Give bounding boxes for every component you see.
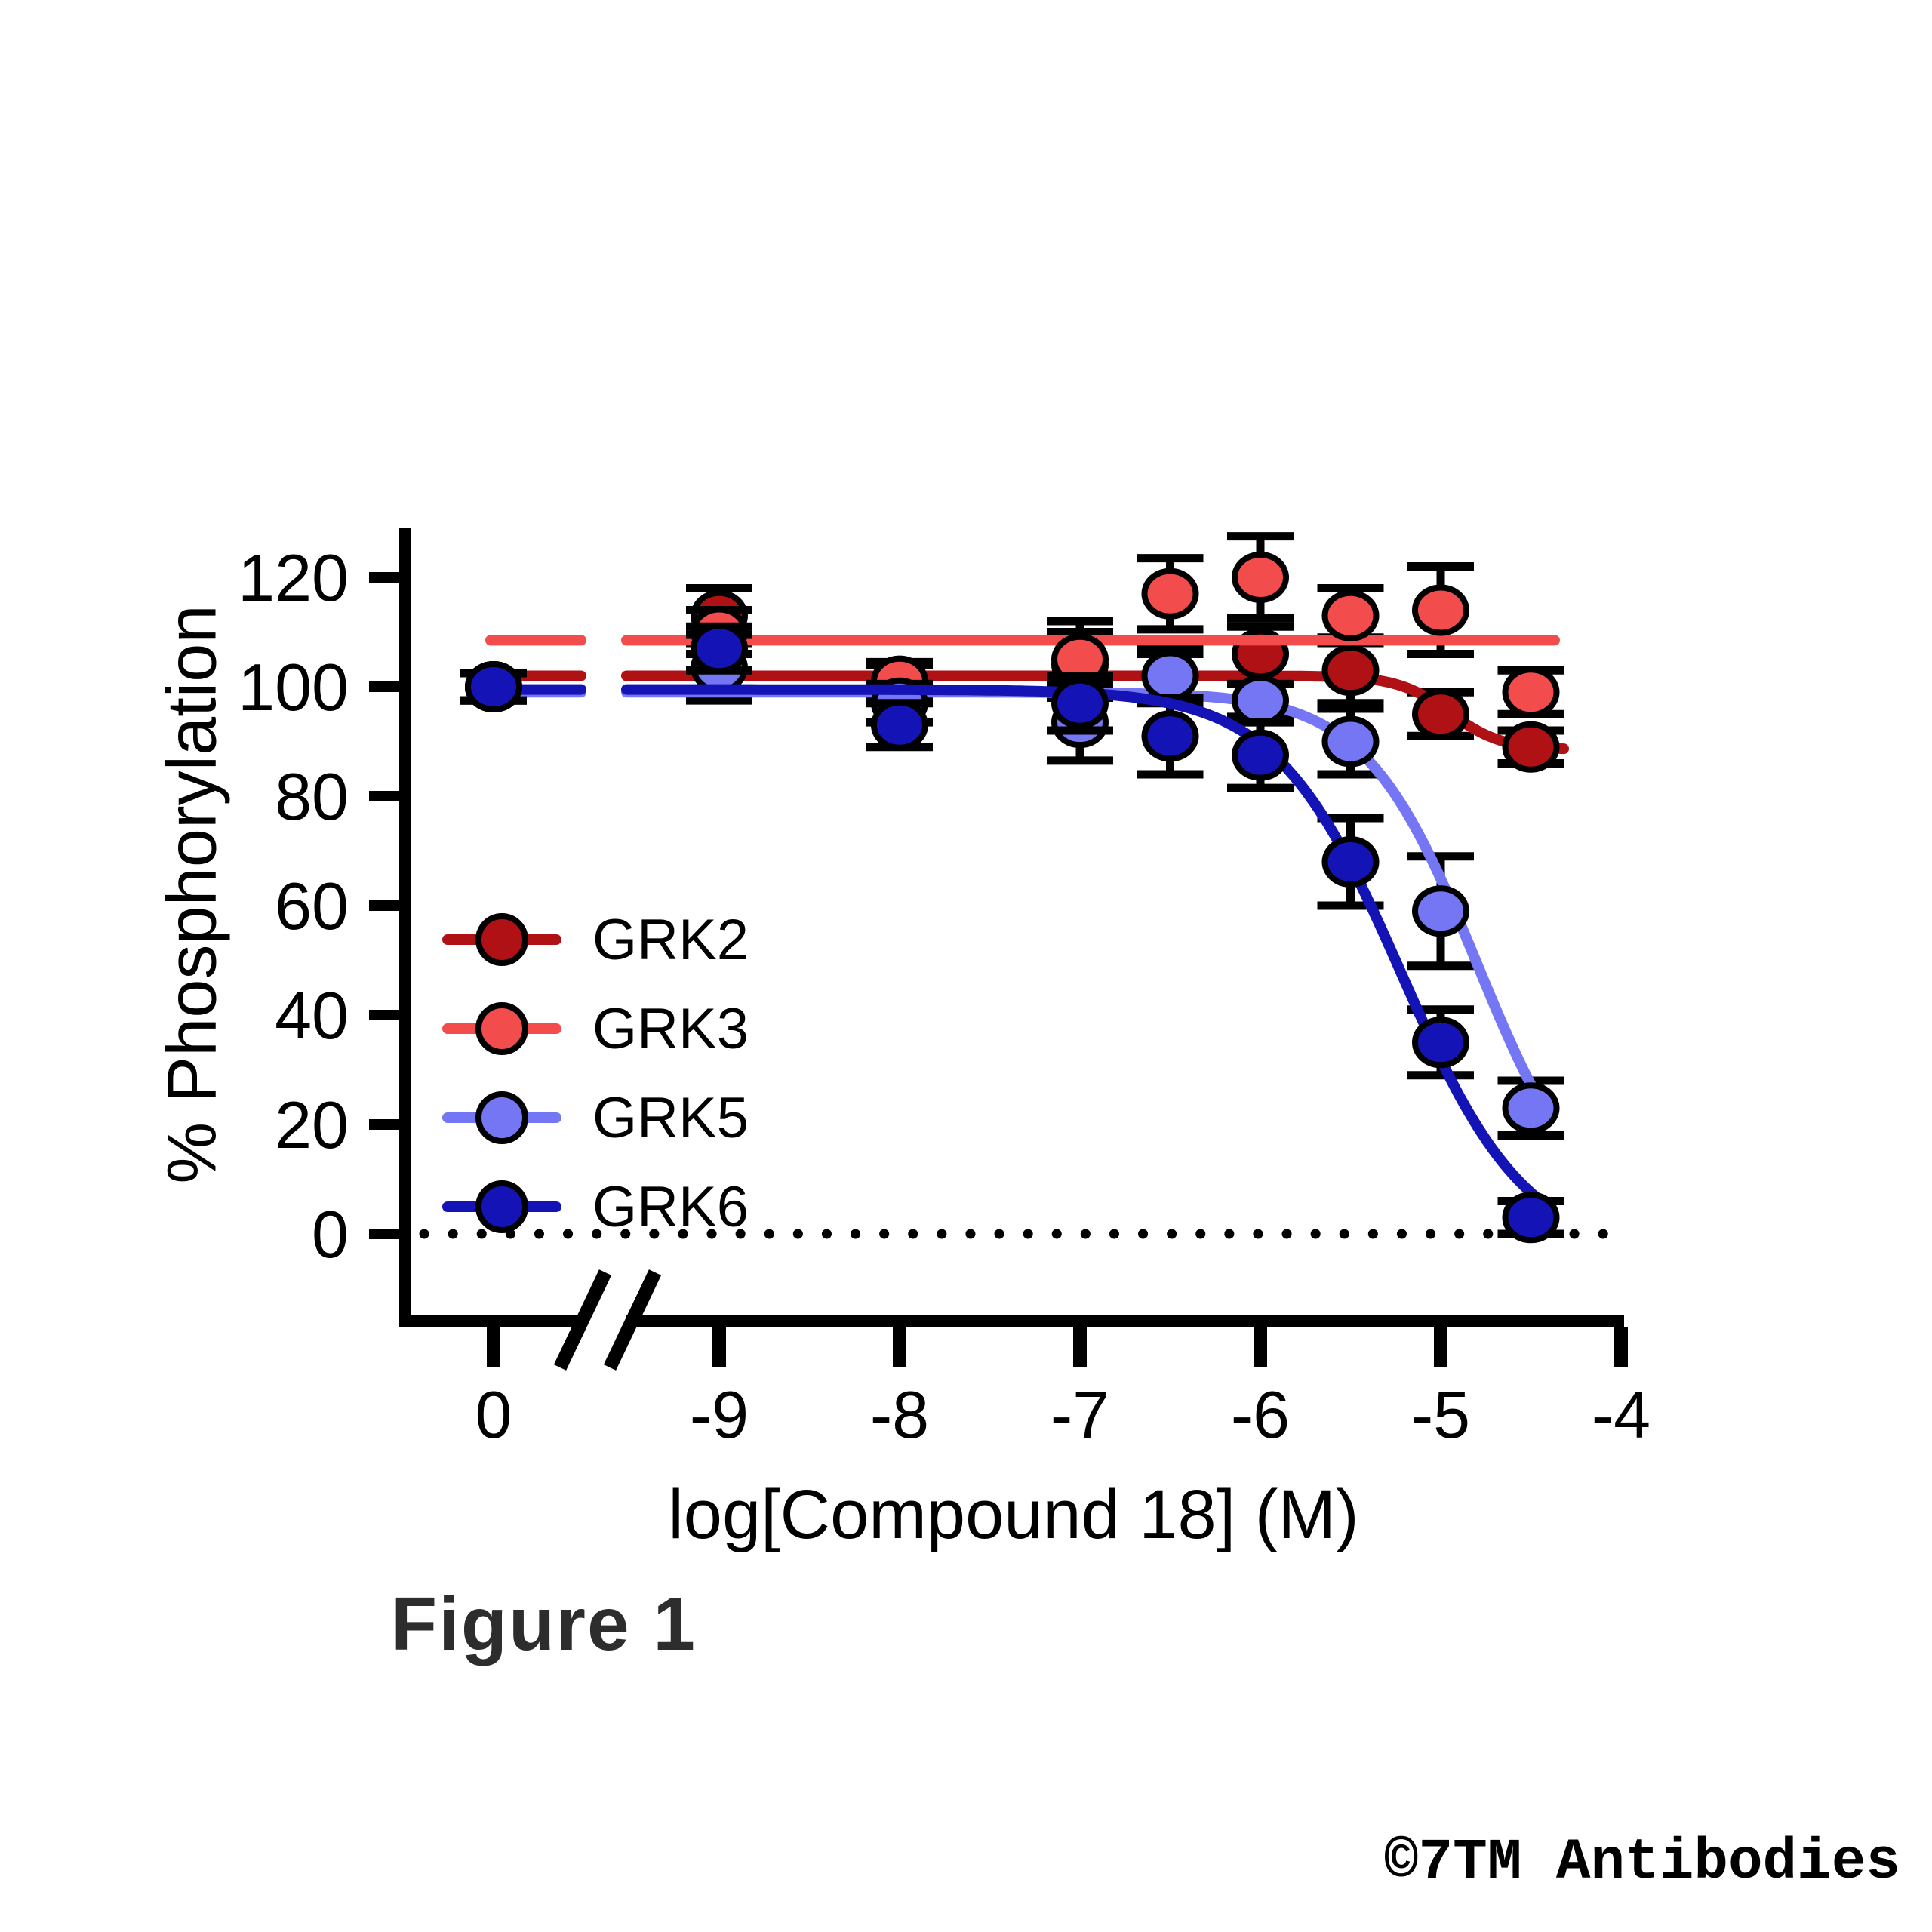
data-point-GRK5 xyxy=(1502,1082,1560,1134)
legend-marker-grk6-icon xyxy=(442,1180,561,1233)
data-point-GRK3 xyxy=(1232,552,1289,603)
y-tick-label: 60 xyxy=(275,869,349,943)
data-point-GRK2 xyxy=(1321,645,1380,697)
y-tick-label: 20 xyxy=(275,1088,349,1162)
y-tick-label: 120 xyxy=(238,540,349,615)
x-tick-label: 0 xyxy=(475,1377,512,1452)
data-point-GRK3 xyxy=(1412,584,1469,636)
data-point-GRK5 xyxy=(1141,650,1199,702)
data-point-GRK6 xyxy=(1502,1192,1560,1244)
y-tick-label: 80 xyxy=(275,759,349,834)
series-GRK6 xyxy=(460,622,1564,1244)
figure-caption: Figure 1 xyxy=(391,1582,697,1666)
y-axis-title: % Phosphorylation xyxy=(153,605,231,1184)
legend-item-grk6: GRK6 xyxy=(441,1169,749,1244)
data-point-GRK6 xyxy=(1232,729,1289,781)
x-tick-label: -4 xyxy=(1592,1377,1651,1452)
data-point-GRK5 xyxy=(1232,675,1289,727)
legend-item-grk5: GRK5 xyxy=(441,1080,749,1155)
data-point-GRK6 xyxy=(465,661,522,712)
legend-label-grk3: GRK3 xyxy=(592,996,749,1061)
axis-break-slash-icon xyxy=(553,1269,612,1371)
data-point-GRK6 xyxy=(1412,1017,1469,1069)
watermark-text: ©7TM Antibodies xyxy=(1383,1830,1900,1895)
axis-break-slash-icon xyxy=(603,1269,662,1371)
data-point-GRK2 xyxy=(1502,721,1560,773)
legend-marker-grk5-icon xyxy=(442,1091,561,1144)
legend-label-grk5: GRK5 xyxy=(592,1085,749,1150)
legend-item-grk2: GRK2 xyxy=(441,902,749,977)
data-point-GRK5 xyxy=(1321,715,1380,768)
data-point-GRK3 xyxy=(1321,589,1380,641)
x-tick-label: -6 xyxy=(1231,1377,1290,1452)
fit-curve-GRK6 xyxy=(621,684,1546,1207)
y-tick-label: 0 xyxy=(312,1197,349,1272)
data-point-GRK6 xyxy=(1141,710,1199,762)
x-axis-title: log[Compound 18] (M) xyxy=(668,1476,1359,1553)
y-tick-label: 100 xyxy=(238,650,349,724)
data-point-GRK3 xyxy=(1502,666,1560,718)
series-GRK2 xyxy=(460,584,1569,773)
legend-marker-grk2-icon xyxy=(442,913,561,966)
data-point-GRK6 xyxy=(1321,836,1380,888)
x-tick-label: -8 xyxy=(870,1377,929,1452)
data-point-GRK5 xyxy=(1412,885,1469,937)
data-point-GRK6 xyxy=(871,699,928,751)
legend-label-grk6: GRK6 xyxy=(592,1174,749,1239)
x-tick-label: -9 xyxy=(690,1377,749,1452)
data-point-GRK6 xyxy=(1051,677,1109,729)
data-point-GRK6 xyxy=(691,623,748,675)
legend-label-grk2: GRK2 xyxy=(592,907,749,972)
y-tick-label: 40 xyxy=(275,978,349,1053)
data-point-GRK2 xyxy=(1412,688,1469,740)
x-tick-label: -5 xyxy=(1411,1377,1470,1452)
x-tick-label: -7 xyxy=(1051,1377,1109,1452)
legend-item-grk3: GRK3 xyxy=(441,991,749,1066)
data-point-GRK3 xyxy=(1141,568,1199,620)
legend-marker-grk3-icon xyxy=(442,1002,561,1055)
